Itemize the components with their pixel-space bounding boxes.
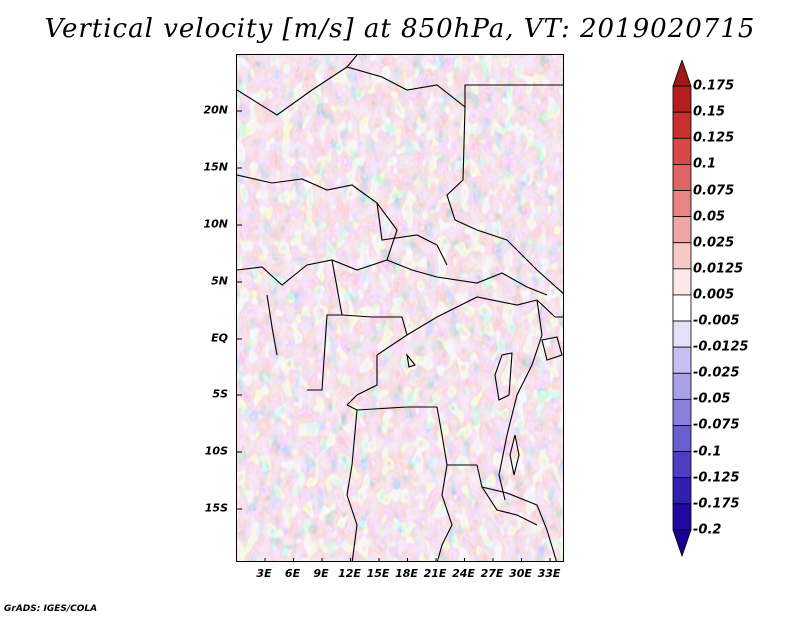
border-line (476, 464, 557, 561)
colorbar-swatch (672, 216, 692, 244)
grads-credit: GrADS: IGES/COLA (4, 604, 98, 614)
lat-label: EQ (211, 331, 228, 345)
colorbar-label: -0.175 (693, 496, 740, 512)
colorbar-swatch (672, 477, 692, 505)
lat-label: 5N (211, 274, 228, 288)
velocity-shading (237, 55, 563, 561)
chart-title: Vertical velocity [m/s] at 850hPa, VT: 2… (44, 14, 756, 44)
border-line (307, 259, 343, 391)
lat-label: 15S (204, 501, 228, 515)
border-line (406, 353, 416, 368)
lon-label: 21E (423, 567, 447, 580)
colorbar-label: -0.025 (693, 365, 740, 381)
lat-label: 10N (203, 217, 228, 231)
colorbar-label: -0.125 (693, 470, 740, 486)
colorbar-label: -0.05 (693, 391, 731, 407)
lon-label: 18E (395, 567, 418, 580)
lon-label: 33E (537, 567, 561, 580)
colorbar-label: 0.075 (693, 183, 735, 199)
border-line (346, 409, 358, 561)
lat-label: 20N (203, 103, 228, 117)
border-line (541, 336, 563, 361)
colorbar-label: 0.15 (693, 104, 726, 120)
border-line (464, 84, 563, 107)
lon-label: 30E (509, 567, 532, 580)
colorbar-swatch (672, 425, 692, 452)
colorbar-label: 0.125 (693, 130, 735, 146)
country-borders (237, 55, 563, 561)
colorbar-swatch (672, 346, 692, 374)
lat-label: 10S (204, 444, 228, 458)
border-line (436, 464, 453, 561)
colorbar-swatch (672, 60, 692, 87)
border-line (498, 299, 543, 476)
colorbar-swatch (672, 294, 692, 322)
lat-label: 15N (203, 160, 228, 174)
border-line (237, 66, 466, 181)
lon-label: 15E (366, 567, 390, 580)
colorbar-label: 0.175 (693, 78, 735, 94)
lat-label: 5S (212, 387, 228, 401)
colorbar-swatch (672, 268, 692, 296)
border-line (386, 259, 548, 296)
lon-label: 24E (452, 567, 475, 580)
colorbar-swatch (672, 398, 692, 426)
border-line (237, 174, 398, 261)
colorbar-swatch (672, 320, 692, 348)
border-line (481, 486, 538, 526)
colorbar-label: -0.0125 (693, 339, 749, 355)
colorbar-swatch (672, 242, 692, 270)
border-line (406, 296, 538, 336)
colorbar-swatch (672, 85, 692, 113)
colorbar (672, 60, 692, 558)
border-line (237, 259, 388, 286)
map-panel[interactable] (236, 54, 564, 562)
colorbar-label: 0.0125 (693, 261, 744, 277)
colorbar-swatch (672, 190, 692, 218)
lon-label: 27E (480, 567, 504, 580)
colorbar-label: 0.025 (693, 235, 735, 251)
colorbar-swatch (672, 372, 692, 400)
colorbar-swatch (672, 164, 692, 191)
border-line (536, 299, 563, 318)
border-line (266, 294, 278, 356)
border-line (341, 314, 408, 406)
border-line (494, 352, 513, 401)
colorbar-label: 0.05 (693, 209, 726, 225)
colorbar-label: 0.005 (693, 287, 735, 303)
colorbar-swatch (672, 529, 692, 558)
lon-label: 12E (338, 567, 361, 580)
border-line (346, 55, 358, 68)
colorbar-label: -0.2 (693, 522, 722, 538)
colorbar-swatch (672, 137, 692, 165)
velocity-field-map (237, 55, 563, 561)
colorbar-label: -0.005 (693, 313, 740, 329)
lon-label: 6E (284, 567, 301, 580)
lon-label: 9E (313, 567, 329, 580)
lon-label: 3E (256, 567, 272, 580)
border-line (509, 434, 520, 476)
colorbar-swatch (672, 503, 692, 531)
border-line (446, 179, 563, 294)
border-line (498, 474, 506, 501)
colorbar-label: -0.1 (693, 444, 722, 460)
colorbar-label: 0.1 (693, 156, 717, 172)
colorbar-swatch (672, 111, 692, 139)
border-line (376, 202, 448, 266)
colorbar-label: -0.075 (693, 417, 740, 433)
colorbar-swatch (672, 451, 692, 479)
